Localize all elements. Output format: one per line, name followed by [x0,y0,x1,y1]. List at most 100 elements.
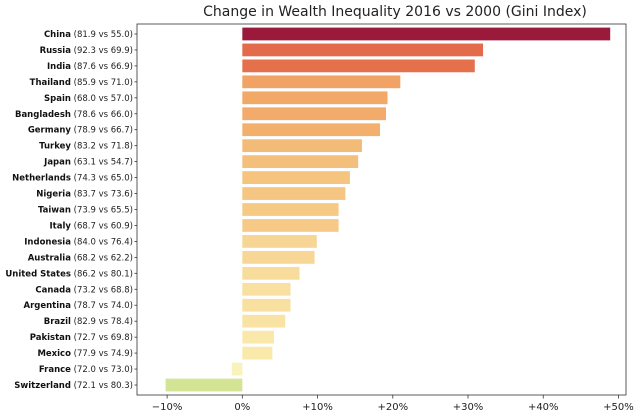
bar-nigeria [242,187,346,200]
country-name: Thailand [30,78,71,88]
gini-values: (78.9 vs 66.7) [71,126,133,136]
bar-india [242,59,475,73]
bar-indonesia [242,235,317,248]
gini-values: (74.3 vs 65.0) [71,174,133,184]
gini-values: (78.6 vs 66.0) [71,110,133,120]
bar-switzerland [165,378,243,392]
x-tick-label: +50% [603,402,634,413]
label-switzerland: Switzerland (72.1 vs 80.3) [14,381,133,391]
category-labels: China (81.9 vs 55.0) Russia (92.3 vs 69.9… [5,30,133,391]
country-name: Mexico [37,349,71,359]
country-name: India [47,62,71,72]
label-spain: Spain (68.0 vs 57.0) [44,94,133,104]
gini-values: (73.2 vs 68.8) [71,285,133,295]
label-japan: Japan (63.1 vs 54.7) [43,158,133,168]
country-name: Canada [35,285,71,295]
label-france: France (72.0 vs 73.0) [39,365,133,375]
country-name: Argentina [24,301,72,311]
bar-canada [242,282,291,296]
label-china: China (81.9 vs 55.0) [44,30,133,40]
label-bangladesh: Bangladesh (78.6 vs 66.0) [15,110,133,120]
country-name: Japan [43,158,71,168]
country-name: United States [5,269,71,279]
country-name: Brazil [44,317,71,327]
gini-values: (83.2 vs 71.8) [71,142,133,152]
bar-united-states [242,266,300,280]
country-name: France [39,365,71,375]
label-netherlands: Netherlands (74.3 vs 65.0) [12,174,133,184]
x-tick-label: +30% [453,402,484,413]
label-nigeria: Nigeria (83.7 vs 73.6) [36,190,133,200]
label-australia: Australia (68.2 vs 62.2) [28,253,133,263]
country-name: Bangladesh [15,110,71,120]
gini-values: (84.0 vs 76.4) [71,237,133,247]
gini-values: (68.0 vs 57.0) [71,94,133,104]
x-tick-label: −10% [152,402,183,413]
chart-title: Change in Wealth Inequality 2016 vs 2000… [203,4,587,20]
gini-values: (86.2 vs 80.1) [71,269,133,279]
x-axis-ticks: −10% 0% +10% +20% +30% +40% +50% [134,33,634,413]
bar-russia [242,43,484,57]
x-tick-label: +20% [377,402,408,413]
country-name: Russia [40,46,72,56]
label-indonesia: Indonesia (84.0 vs 76.4) [24,237,133,247]
bar-italy [242,219,339,232]
gini-values: (85.9 vs 71.0) [71,78,133,88]
label-germany: Germany (78.9 vs 66.7) [28,126,133,136]
bars-layer [165,27,611,392]
bar-brazil [242,314,286,328]
label-mexico: Mexico (77.9 vs 74.9) [37,349,133,359]
country-name: Switzerland [14,381,71,391]
country-name: Indonesia [24,237,71,247]
country-name: Turkey [39,142,71,152]
country-name: China [44,30,71,40]
country-name: Taiwan [38,206,71,216]
gini-values: (82.9 vs 78.4) [71,317,133,327]
gini-values: (92.3 vs 69.9) [71,46,133,56]
gini-values: (63.1 vs 54.7) [71,158,133,168]
label-argentina: Argentina (78.7 vs 74.0) [24,301,134,311]
label-italy: Italy (68.7 vs 60.9) [50,221,133,231]
bar-argentina [242,298,291,312]
gini-values: (83.7 vs 73.6) [71,190,133,200]
x-tick-label: +40% [528,402,559,413]
gini-values: (72.7 vs 69.8) [71,333,133,343]
bar-spain [242,91,388,105]
bar-france [231,362,243,376]
country-name: Netherlands [12,174,71,184]
bar-thailand [242,75,401,89]
gini-values: (73.9 vs 65.5) [71,206,133,216]
gini-values: (87.6 vs 66.9) [71,62,133,72]
bar-turkey [242,139,362,153]
label-united-states: United States (86.2 vs 80.1) [5,269,133,279]
bar-taiwan [242,203,339,216]
bar-germany [242,123,380,137]
country-name: Nigeria [36,190,71,200]
gini-values: (77.9 vs 74.9) [71,349,133,359]
label-canada: Canada (73.2 vs 68.8) [35,285,133,295]
bar-japan [242,155,359,169]
label-india: India (87.6 vs 66.9) [47,62,133,72]
label-turkey: Turkey (83.2 vs 71.8) [39,142,133,152]
bar-bangladesh [242,107,387,121]
gini-values: (72.0 vs 73.0) [71,365,133,375]
gini-values: (68.7 vs 60.9) [71,221,133,231]
label-taiwan: Taiwan (73.9 vs 65.5) [38,206,133,216]
bar-australia [242,250,315,264]
gini-values: (68.2 vs 62.2) [71,253,133,263]
x-tick-label: 0% [234,402,250,413]
country-name: Spain [44,94,71,104]
gini-values: (78.7 vs 74.0) [71,301,133,311]
country-name: Italy [50,221,72,231]
bar-netherlands [242,171,350,184]
country-name: Pakistan [30,333,71,343]
country-name: Australia [28,253,72,263]
gini-values: (81.9 vs 55.0) [71,30,133,40]
bar-pakistan [242,330,274,344]
label-brazil: Brazil (82.9 vs 78.4) [44,317,133,327]
x-tick-label: +10% [302,402,333,413]
bar-china [242,27,611,41]
label-pakistan: Pakistan (72.7 vs 69.8) [30,333,133,343]
gini-values: (72.1 vs 80.3) [71,381,133,391]
